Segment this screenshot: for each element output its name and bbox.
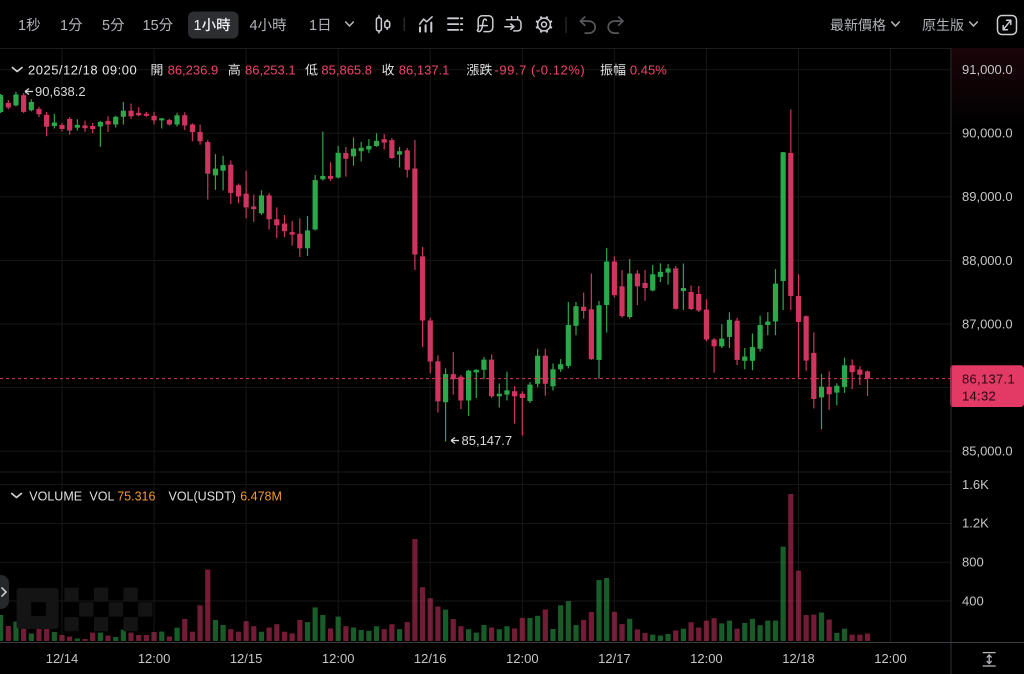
svg-text:12:00: 12:00	[874, 651, 907, 666]
svg-text:86,253.1: 86,253.1	[245, 63, 296, 78]
svg-text:85,000.0: 85,000.0	[962, 443, 1013, 458]
svg-text:12:00: 12:00	[690, 651, 723, 666]
svg-text:VOLUME: VOLUME	[29, 490, 82, 504]
svg-text:85,147.7: 85,147.7	[462, 433, 513, 448]
svg-text:VOL(USDT): VOL(USDT)	[169, 490, 236, 504]
svg-text:6.478M: 6.478M	[240, 490, 282, 504]
svg-text:1.2K: 1.2K	[962, 516, 989, 531]
svg-text:87,000.0: 87,000.0	[962, 316, 1013, 331]
svg-text:VOL: VOL	[89, 490, 114, 504]
svg-text:86,236.9: 86,236.9	[168, 63, 219, 78]
svg-text:88,000.0: 88,000.0	[962, 253, 1013, 268]
svg-text:4: 4	[250, 18, 258, 34]
svg-text:12/17: 12/17	[598, 651, 631, 666]
svg-text:12:00: 12:00	[138, 651, 171, 666]
svg-text:75.316: 75.316	[117, 490, 155, 504]
svg-text:5: 5	[102, 18, 110, 34]
svg-text:14:32: 14:32	[962, 389, 996, 404]
svg-text:15: 15	[143, 18, 159, 34]
svg-text:12/18: 12/18	[782, 651, 815, 666]
svg-text:12:00: 12:00	[506, 651, 539, 666]
svg-text:89,000.0: 89,000.0	[962, 189, 1013, 204]
svg-text:2025/12/18 09:00: 2025/12/18 09:00	[28, 63, 137, 78]
svg-text:1: 1	[60, 18, 68, 34]
svg-text:91,000.0: 91,000.0	[962, 62, 1013, 77]
svg-text:12/15: 12/15	[230, 651, 263, 666]
svg-text:-99.7 (-0.12%): -99.7 (-0.12%)	[495, 63, 586, 78]
svg-text:0.45%: 0.45%	[630, 63, 667, 78]
svg-text:12/16: 12/16	[414, 651, 447, 666]
svg-text:1: 1	[18, 18, 26, 34]
svg-text:90,638.2: 90,638.2	[35, 84, 86, 99]
svg-text:1: 1	[194, 18, 202, 34]
svg-text:1.6K: 1.6K	[962, 477, 989, 492]
svg-text:400: 400	[962, 593, 984, 608]
svg-text:1: 1	[309, 18, 317, 34]
svg-text:86,137.1: 86,137.1	[962, 372, 1015, 387]
svg-text:12/14: 12/14	[46, 651, 79, 666]
svg-text:86,137.1: 86,137.1	[399, 63, 450, 78]
svg-text:800: 800	[962, 555, 984, 570]
svg-text:85,865.8: 85,865.8	[321, 63, 372, 78]
svg-text:90,000.0: 90,000.0	[962, 126, 1013, 141]
svg-text:12:00: 12:00	[322, 651, 355, 666]
